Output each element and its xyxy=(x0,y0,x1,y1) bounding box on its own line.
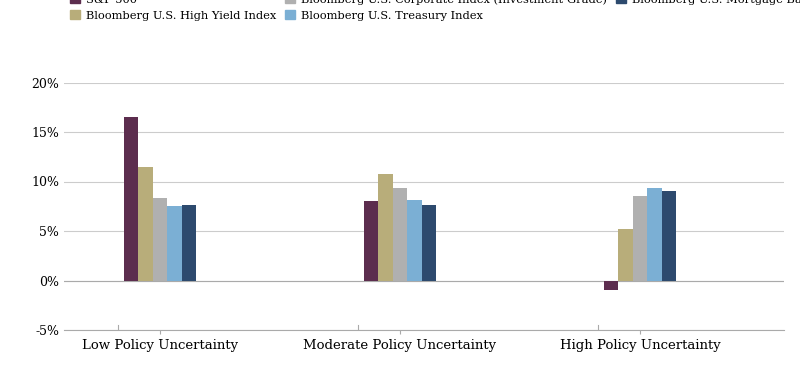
Bar xyxy=(662,191,676,280)
Bar xyxy=(407,200,422,280)
Bar xyxy=(124,117,138,280)
Bar xyxy=(393,188,407,280)
Bar xyxy=(182,205,196,280)
Bar xyxy=(167,206,182,280)
Bar xyxy=(618,229,633,280)
Bar xyxy=(364,201,378,280)
Legend: S&P 500, Bloomberg U.S. High Yield Index, Bloomberg U.S. Corporate Index (Invest: S&P 500, Bloomberg U.S. High Yield Index… xyxy=(70,0,800,21)
Bar xyxy=(153,198,167,280)
Bar xyxy=(138,166,153,280)
Bar xyxy=(422,205,436,280)
Bar xyxy=(378,174,393,280)
Bar xyxy=(647,188,662,280)
Bar xyxy=(633,196,647,280)
Bar xyxy=(604,280,618,290)
